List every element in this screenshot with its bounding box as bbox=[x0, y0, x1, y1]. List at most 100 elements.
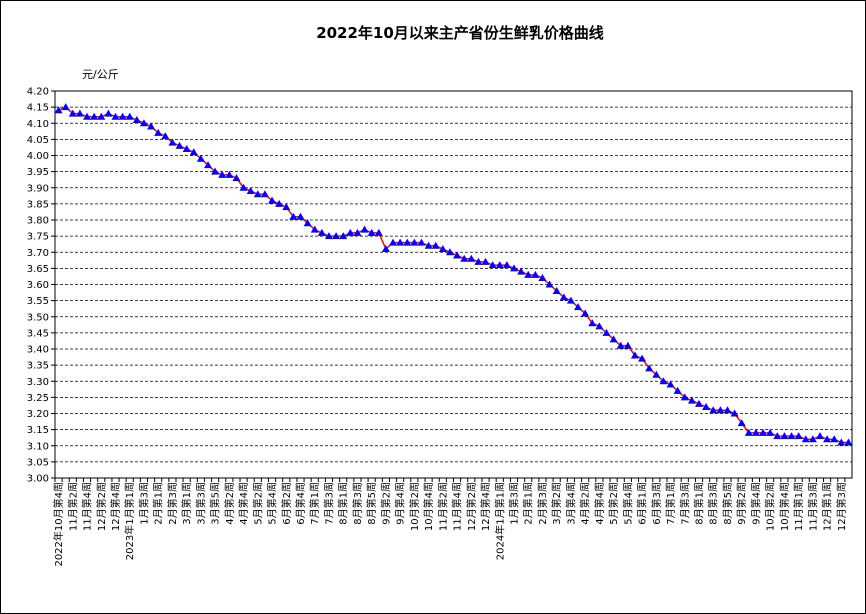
data-point bbox=[139, 119, 148, 127]
x-tick-label: 9月第4周 bbox=[394, 482, 407, 525]
data-point bbox=[90, 112, 99, 120]
data-point bbox=[225, 170, 234, 178]
x-tick-label: 8月第1周 bbox=[337, 482, 350, 525]
data-point bbox=[823, 435, 832, 443]
x-tick-label: 9月第2周 bbox=[379, 482, 392, 525]
x-tick-label: 12月第3周 bbox=[835, 482, 848, 531]
data-point bbox=[83, 112, 92, 120]
data-point bbox=[467, 254, 476, 262]
data-point bbox=[275, 199, 284, 207]
x-tick-label: 4月第4周 bbox=[237, 482, 250, 525]
data-point bbox=[232, 174, 241, 182]
x-tick-label: 3月第1周 bbox=[180, 482, 193, 525]
x-tick-label: 2月第3周 bbox=[536, 482, 549, 525]
x-tick-label: 6月第2周 bbox=[280, 482, 293, 525]
x-tick-label: 3月第4周 bbox=[564, 482, 577, 525]
data-point bbox=[815, 432, 824, 440]
data-point bbox=[837, 438, 846, 446]
data-point bbox=[253, 190, 262, 198]
x-tick-label: 6月第3周 bbox=[650, 482, 663, 525]
data-point bbox=[246, 186, 255, 194]
x-tick-label: 10月第2周 bbox=[764, 482, 777, 531]
data-point bbox=[474, 257, 483, 265]
data-point bbox=[346, 228, 355, 236]
x-tick-label: 5月第4周 bbox=[266, 482, 279, 525]
data-point bbox=[716, 406, 725, 414]
data-point bbox=[702, 403, 711, 411]
data-point bbox=[154, 128, 163, 136]
data-point bbox=[588, 319, 597, 327]
data-point bbox=[794, 432, 803, 440]
data-point bbox=[196, 154, 205, 162]
x-tick-label: 2024年1月第1周 bbox=[493, 482, 506, 560]
y-tick-label: 3.20 bbox=[27, 409, 49, 420]
x-tick-label: 7月第3周 bbox=[678, 482, 691, 525]
data-point bbox=[332, 232, 341, 240]
data-point bbox=[353, 228, 362, 236]
data-point bbox=[403, 238, 412, 246]
data-point bbox=[161, 132, 170, 140]
data-point bbox=[687, 396, 696, 404]
data-point bbox=[168, 138, 177, 146]
x-tick-label: 5月第4周 bbox=[621, 482, 634, 525]
y-tick-label: 3.10 bbox=[27, 441, 49, 452]
data-point bbox=[317, 228, 326, 236]
data-point bbox=[695, 399, 704, 407]
data-point bbox=[239, 183, 248, 191]
data-point bbox=[531, 270, 540, 278]
data-point bbox=[737, 419, 746, 427]
y-tick-label: 3.25 bbox=[27, 393, 49, 404]
data-point bbox=[438, 245, 447, 253]
x-tick-label: 2月第1周 bbox=[152, 482, 165, 525]
y-tick-label: 3.90 bbox=[27, 183, 49, 194]
x-tick-label: 5月第2周 bbox=[251, 482, 264, 525]
data-point bbox=[766, 428, 775, 436]
series-line bbox=[58, 106, 849, 444]
y-axis-unit: 元/公斤 bbox=[82, 68, 119, 81]
data-point bbox=[296, 212, 305, 220]
data-point bbox=[730, 409, 739, 417]
x-tick-label: 11月第2周 bbox=[436, 482, 449, 531]
y-tick-label: 4.15 bbox=[27, 103, 49, 114]
data-point bbox=[581, 309, 590, 317]
x-tick-label: 11月第4周 bbox=[451, 482, 464, 531]
x-tick-label: 4月第2周 bbox=[579, 482, 592, 525]
data-point bbox=[260, 190, 269, 198]
data-point bbox=[559, 293, 568, 301]
x-tick-label: 5月第2周 bbox=[607, 482, 620, 525]
x-tick-label: 10月第4周 bbox=[778, 482, 791, 531]
y-tick-label: 3.70 bbox=[27, 248, 49, 259]
x-tick-label: 8月第3周 bbox=[707, 482, 720, 525]
y-tick-label: 4.20 bbox=[27, 87, 49, 98]
data-point bbox=[616, 341, 625, 349]
data-point bbox=[303, 219, 312, 227]
data-point bbox=[538, 274, 547, 282]
y-tick-label: 3.40 bbox=[27, 345, 49, 356]
x-tick-label: 8月第5周 bbox=[721, 482, 734, 525]
y-tick-label: 3.50 bbox=[27, 312, 49, 323]
y-tick-label: 4.10 bbox=[27, 119, 49, 130]
x-tick-label: 9月第2周 bbox=[735, 482, 748, 525]
data-point bbox=[111, 112, 120, 120]
data-point bbox=[147, 122, 156, 130]
y-tick-label: 3.60 bbox=[27, 280, 49, 291]
data-point bbox=[830, 435, 839, 443]
data-point bbox=[524, 270, 533, 278]
data-point bbox=[673, 386, 682, 394]
data-point bbox=[659, 377, 668, 385]
data-point bbox=[97, 112, 106, 120]
data-point bbox=[595, 322, 604, 330]
data-point bbox=[780, 432, 789, 440]
data-point bbox=[630, 351, 639, 359]
data-point bbox=[310, 225, 319, 233]
y-tick-label: 3.80 bbox=[27, 216, 49, 227]
data-point bbox=[773, 432, 782, 440]
data-point bbox=[75, 109, 84, 117]
x-tick-label: 1月第3周 bbox=[137, 482, 150, 525]
data-point bbox=[709, 406, 718, 414]
x-tick-label: 2月第3周 bbox=[166, 482, 179, 525]
x-tick-label: 8月第3周 bbox=[351, 482, 364, 525]
data-point bbox=[723, 406, 732, 414]
data-point bbox=[218, 170, 227, 178]
